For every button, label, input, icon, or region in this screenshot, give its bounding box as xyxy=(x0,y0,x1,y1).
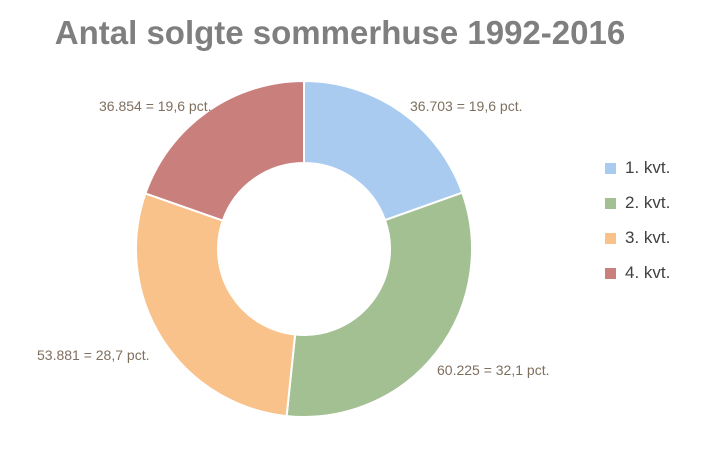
legend-label-q3: 3. kvt. xyxy=(625,228,671,247)
legend-swatch-q1 xyxy=(605,162,616,174)
legend-label-q2: 2. kvt. xyxy=(625,193,671,212)
donut-slice-q4 xyxy=(144,79,305,222)
slice-label-q1: 36.703 = 19,6 pct. xyxy=(410,98,523,114)
slice-label-q2: 60.225 = 32,1 pct. xyxy=(437,362,550,378)
legend-item-q1: 1. kvt. xyxy=(605,156,670,180)
legend-item-q3: 3. kvt. xyxy=(605,226,670,250)
slice-label-q3: 53.881 = 28,7 pct. xyxy=(37,347,150,363)
legend: 1. kvt. 2. kvt. 3. kvt. 4. kvt. xyxy=(605,156,670,296)
legend-label-q4: 4. kvt. xyxy=(625,263,671,282)
legend-item-q4: 4. kvt. xyxy=(605,261,670,285)
donut-slice-q3 xyxy=(135,192,297,418)
legend-label-q1: 1. kvt. xyxy=(625,158,671,177)
legend-swatch-q3 xyxy=(605,232,616,244)
chart-title: Antal solgte sommerhuse 1992-2016 xyxy=(54,14,626,51)
slice-label-q4: 36.854 = 19,6 pct. xyxy=(99,98,212,114)
legend-swatch-q2 xyxy=(605,197,616,209)
donut-slice-q2 xyxy=(285,191,473,418)
donut-slice-q1 xyxy=(303,79,464,222)
legend-item-q2: 2. kvt. xyxy=(605,191,670,215)
legend-swatch-q4 xyxy=(605,267,616,279)
